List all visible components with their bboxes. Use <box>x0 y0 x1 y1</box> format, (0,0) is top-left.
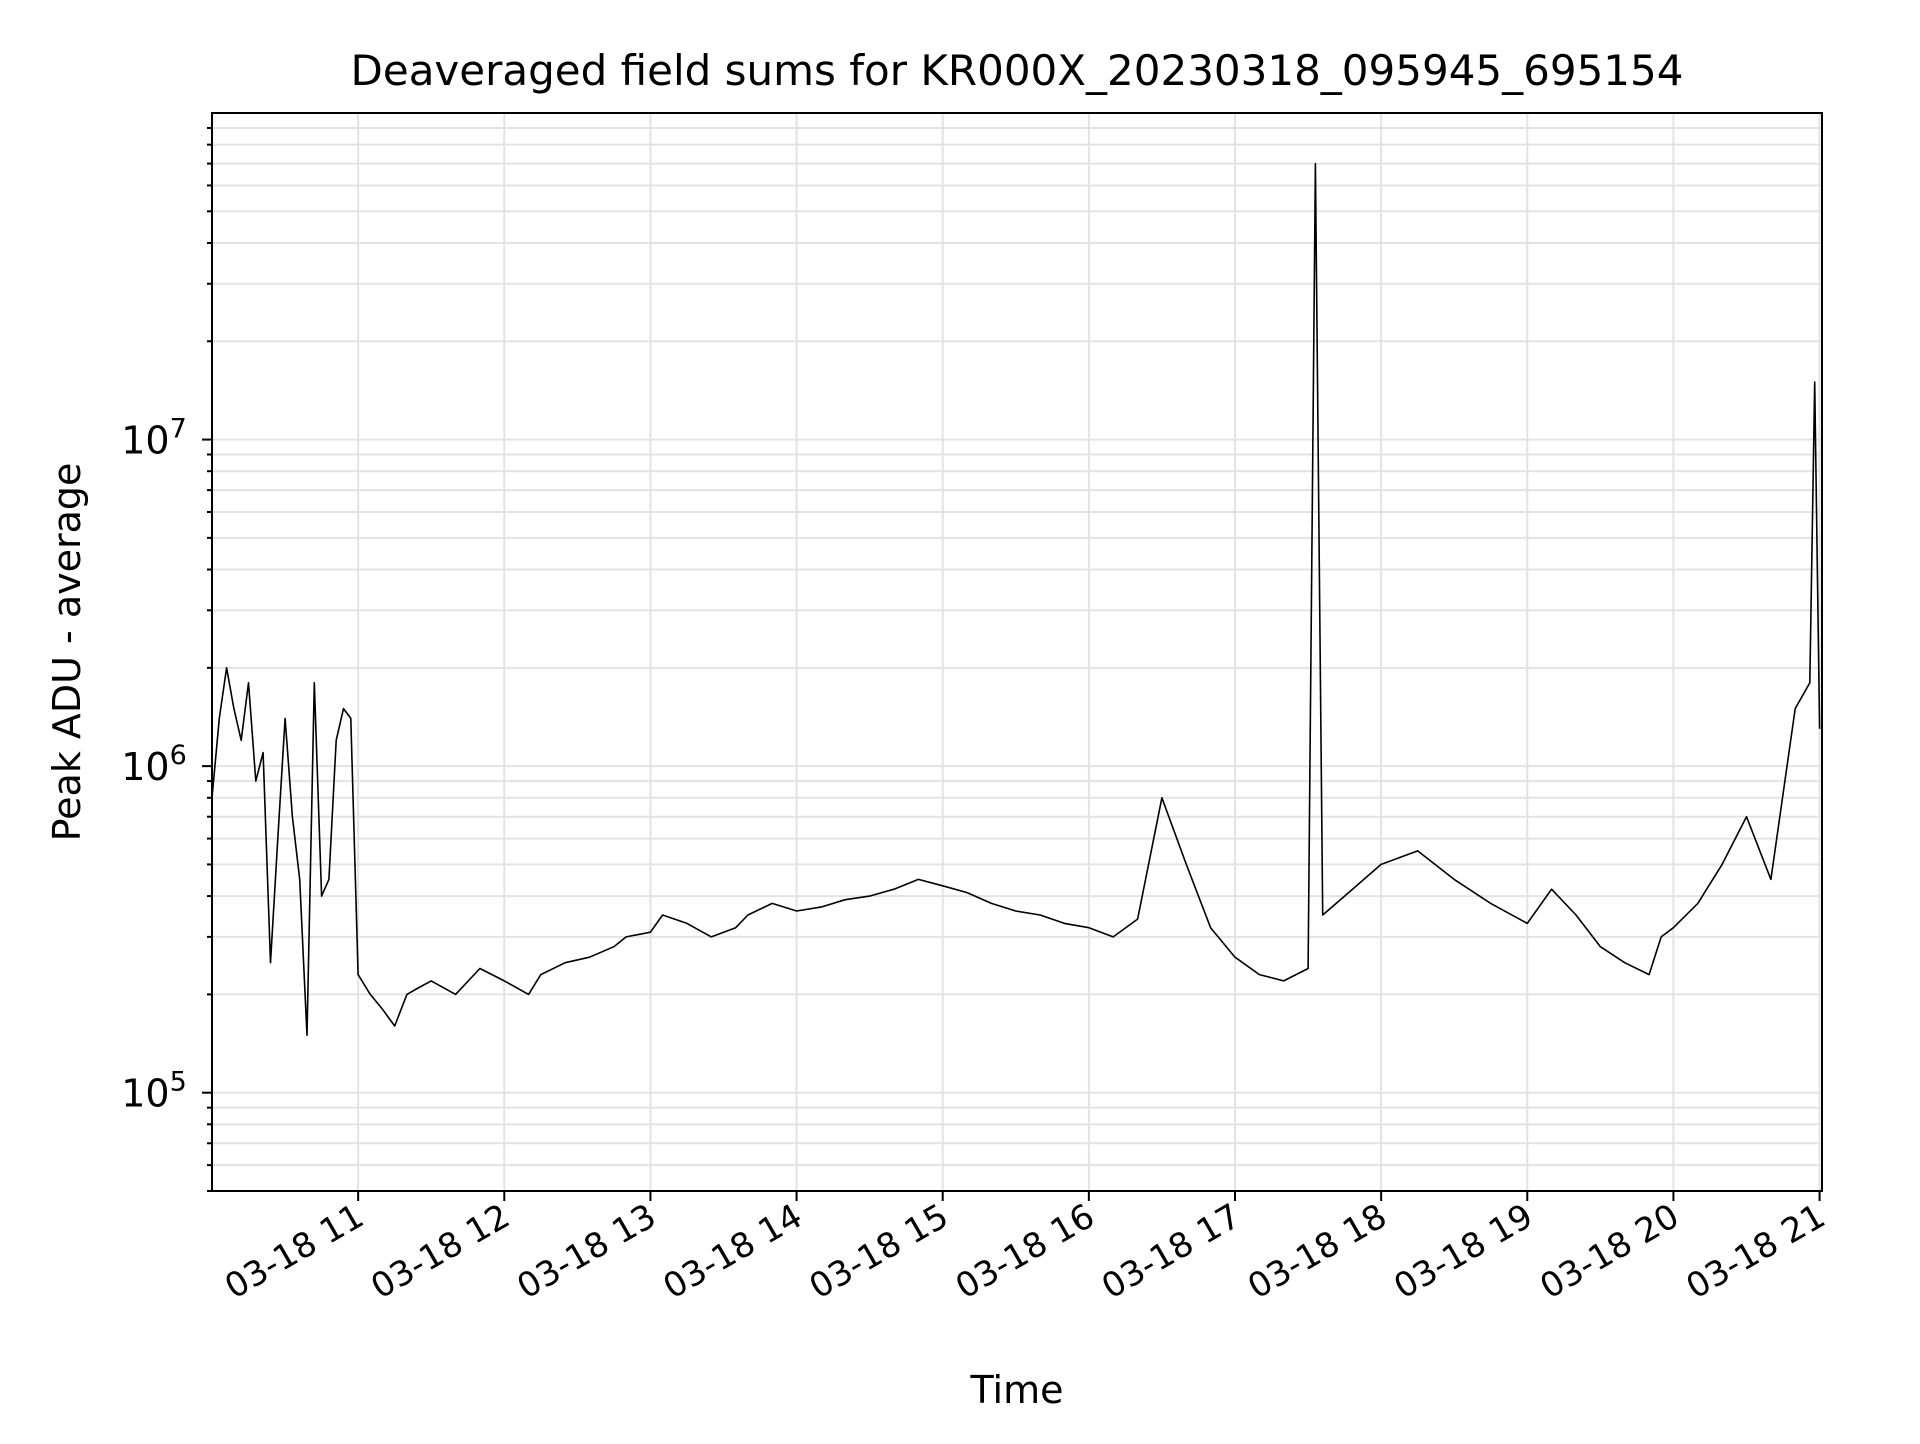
grid <box>212 113 1822 1192</box>
series-line <box>211 162 1821 1036</box>
plot-area <box>211 162 1821 1036</box>
chart-title: Deaveraged field sums for KR000X_2023031… <box>351 46 1684 95</box>
x-axis-label: Time <box>970 1368 1064 1412</box>
y-axis-label: Peak ADU - average <box>45 463 89 842</box>
y-tick-label: 106 <box>121 740 187 789</box>
y-tick-label: 105 <box>121 1067 187 1116</box>
plot-frame <box>211 112 1823 1192</box>
y-tick-label: 107 <box>121 414 187 463</box>
